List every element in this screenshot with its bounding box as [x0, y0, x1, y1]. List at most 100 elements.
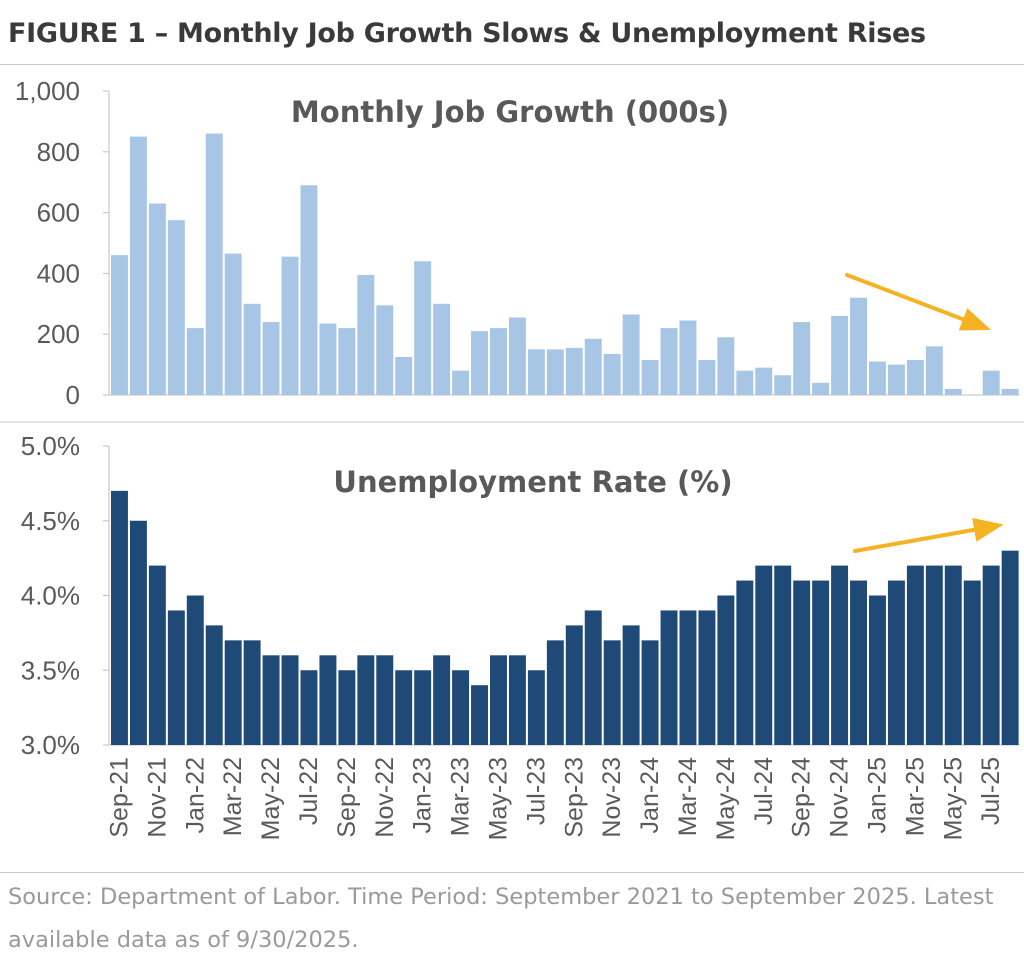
jobs-bar: [869, 361, 886, 395]
jobs-bar: [736, 370, 754, 395]
jobs-bar: [300, 185, 318, 395]
jobs-y-tick-label: 400: [37, 258, 80, 288]
unemp-bar: [906, 565, 924, 745]
unemp-bar: [224, 640, 242, 745]
jobs-bar: [925, 346, 943, 395]
unemp-bar: [243, 640, 261, 745]
unemp-bar: [357, 655, 375, 745]
unemp-bar: [1001, 550, 1019, 745]
jobs-bar: [490, 328, 507, 395]
jobs-bar: [584, 338, 602, 395]
unemp-bar: [698, 610, 716, 745]
jobs-bar: [698, 360, 716, 395]
unemp-y-tick-label: 3.0%: [21, 730, 80, 760]
x-tick-label: Jul-25: [977, 757, 1005, 825]
unemp-bar: [281, 655, 299, 745]
unemp-y-tick-label: 5.0%: [21, 431, 80, 461]
jobs-bar: [395, 357, 413, 395]
jobs-y-tick-label: 200: [37, 319, 80, 349]
jobs-bar: [546, 349, 564, 395]
unemp-bar: [660, 610, 678, 745]
jobs-bar: [357, 274, 375, 395]
jobs-trend-arrow-head: [958, 308, 992, 331]
x-tick-label: Sep-23: [560, 757, 588, 838]
unemp-bar: [205, 625, 223, 745]
unemp-bar: [982, 565, 1000, 745]
jobs-bar: [641, 360, 659, 395]
jobs-bar: [527, 349, 545, 395]
x-tick-label: Mar-24: [674, 757, 702, 836]
chart-canvas: Monthly Job Growth (000s) Unemployment R…: [0, 76, 1024, 840]
unemp-bar: [471, 685, 488, 745]
unemp-bar: [167, 610, 185, 745]
unemp-bar: [300, 670, 318, 745]
unemp-bar: [376, 655, 394, 745]
unemp-bar: [319, 655, 337, 745]
jobs-chart-title: Monthly Job Growth (000s): [291, 95, 729, 129]
unemp-y-tick-label: 3.5%: [21, 655, 80, 685]
jobs-bar: [452, 370, 470, 395]
unemp-bar: [774, 565, 792, 745]
unemp-bar: [527, 670, 545, 745]
jobs-bar: [262, 322, 280, 395]
x-tick-label: Nov-23: [598, 757, 626, 838]
unemp-bar: [887, 580, 905, 745]
unemp-bar: [831, 565, 849, 745]
x-tick-label: Nov-24: [826, 757, 854, 838]
x-tick-label: Jan-23: [409, 757, 437, 833]
x-tick-label: Jan-24: [636, 757, 664, 834]
figure-title: FIGURE 1 – Monthly Job Growth Slows & Un…: [8, 18, 926, 49]
unemp-bar: [111, 490, 128, 745]
unemp-bar: [850, 580, 867, 745]
unemp-bar: [186, 595, 204, 745]
jobs-bar: [281, 256, 299, 395]
source-note: Source: Department of Labor. Time Period…: [8, 884, 994, 953]
jobs-y-tick-label: 1,000: [15, 76, 80, 106]
jobs-trend-arrow-shaft: [845, 273, 980, 327]
unemp-bar: [490, 655, 507, 745]
jobs-chart: 0 200 400 600 800 1,000: [15, 76, 1020, 410]
x-tick-label: Jul-22: [295, 757, 323, 825]
x-tick-label: Mar-22: [219, 757, 247, 836]
jobs-bar: [111, 255, 128, 395]
unemp-bar: [925, 565, 943, 745]
unemp-bar: [869, 595, 886, 745]
unemp-bar: [262, 655, 280, 745]
unemp-bar: [433, 655, 451, 745]
x-tick-label: Sep-21: [105, 757, 133, 838]
unemp-bar: [622, 625, 640, 745]
unemployment-trend-arrow-head: [972, 517, 1004, 542]
unemp-bar: [736, 580, 754, 745]
jobs-bar: [755, 367, 773, 395]
jobs-bar: [1001, 388, 1019, 395]
jobs-bar: [944, 388, 962, 395]
jobs-bar: [148, 203, 166, 395]
jobs-bar: [414, 261, 432, 395]
unemp-bar: [793, 580, 811, 745]
title-divider: [0, 64, 1024, 65]
unemp-bar: [129, 520, 147, 745]
unemp-y-tick-label: 4.5%: [21, 506, 80, 536]
unemp-bar: [338, 670, 356, 745]
unemp-bar: [755, 565, 773, 745]
x-tick-label: Nov-21: [143, 757, 171, 838]
jobs-bar: [243, 303, 261, 395]
unemp-bar: [944, 565, 962, 745]
x-tick-label: Nov-22: [371, 757, 399, 838]
jobs-bar: [205, 133, 223, 395]
x-tick-label: Sep-22: [333, 757, 361, 838]
x-tick-label: Mar-25: [901, 757, 929, 836]
jobs-bar: [129, 136, 147, 395]
unemp-bar: [963, 580, 981, 745]
unemployment-trend-arrow-shaft: [853, 525, 992, 553]
unemp-bar: [641, 640, 659, 745]
x-axis: Sep-21 Nov-21 Jan-22 Mar-22 May-22 Jul-22 Sep-…: [105, 757, 1005, 840]
unemp-bar: [584, 610, 602, 745]
x-tick-label: Jul-23: [522, 757, 550, 825]
jobs-y-tick-label: 600: [37, 198, 80, 228]
unemp-bar: [812, 580, 830, 745]
unemployment-chart: 3.0% 3.5% 4.0% 4.5% 5.0%: [21, 431, 1020, 760]
unemp-bar: [717, 595, 735, 745]
jobs-bar: [793, 322, 811, 395]
unemp-bar: [395, 670, 413, 745]
